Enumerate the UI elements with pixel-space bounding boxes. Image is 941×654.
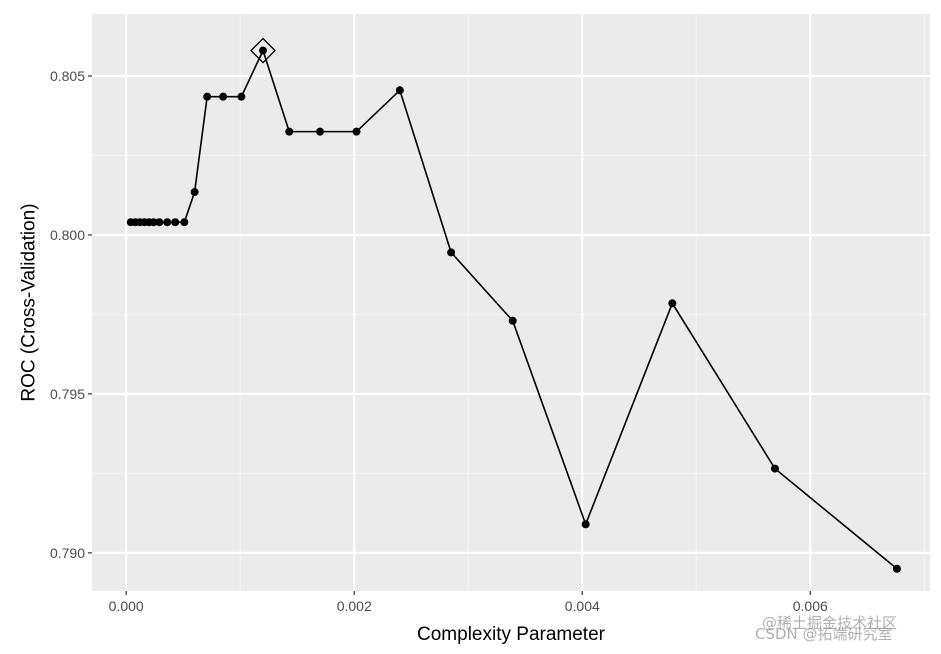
data-point bbox=[237, 92, 246, 101]
data-point bbox=[149, 218, 158, 227]
best-tune-marker bbox=[250, 37, 276, 64]
plot-panel bbox=[92, 14, 930, 591]
x-tick-label: 0.000 bbox=[109, 598, 144, 614]
data-point bbox=[163, 218, 172, 227]
y-axis-title: ROC (Cross-Validation) bbox=[19, 203, 40, 401]
data-point bbox=[668, 299, 677, 308]
data-point bbox=[447, 248, 456, 257]
data-point bbox=[892, 564, 901, 573]
roc-points bbox=[126, 46, 901, 573]
x-axis-title: Complexity Parameter bbox=[417, 624, 606, 645]
x-tick-label: 0.004 bbox=[565, 598, 600, 614]
data-point bbox=[316, 127, 325, 136]
data-point bbox=[508, 316, 517, 325]
data-point bbox=[352, 127, 361, 136]
x-tick-label: 0.002 bbox=[337, 598, 372, 614]
y-tick-label: 0.795 bbox=[50, 386, 85, 402]
y-tick-label: 0.805 bbox=[50, 68, 85, 84]
data-point bbox=[395, 86, 404, 95]
data-point bbox=[219, 92, 228, 101]
data-point bbox=[180, 218, 189, 227]
minor-gridlines bbox=[92, 14, 930, 591]
watermark-juejin: @稀土掘金技术社区 bbox=[762, 614, 898, 632]
y-tick-label: 0.800 bbox=[50, 227, 85, 243]
y-tick-label: 0.790 bbox=[50, 545, 85, 561]
data-point bbox=[203, 92, 212, 101]
y-axis-ticks: 0.790 0.795 0.800 0.805 bbox=[50, 68, 92, 561]
data-point bbox=[190, 188, 199, 197]
data-point bbox=[285, 127, 294, 136]
data-point bbox=[259, 46, 268, 55]
watermark-csdn: CSDN @拓端研究室 bbox=[755, 625, 893, 643]
x-axis-ticks: 0.000 0.002 0.004 0.006 bbox=[109, 591, 828, 614]
data-point bbox=[155, 218, 164, 227]
x-tick-label: 0.006 bbox=[793, 598, 828, 614]
best-point-diamond bbox=[250, 37, 276, 64]
major-gridlines bbox=[92, 14, 930, 591]
data-point bbox=[171, 218, 180, 227]
data-point bbox=[581, 520, 590, 529]
data-point bbox=[770, 464, 779, 473]
